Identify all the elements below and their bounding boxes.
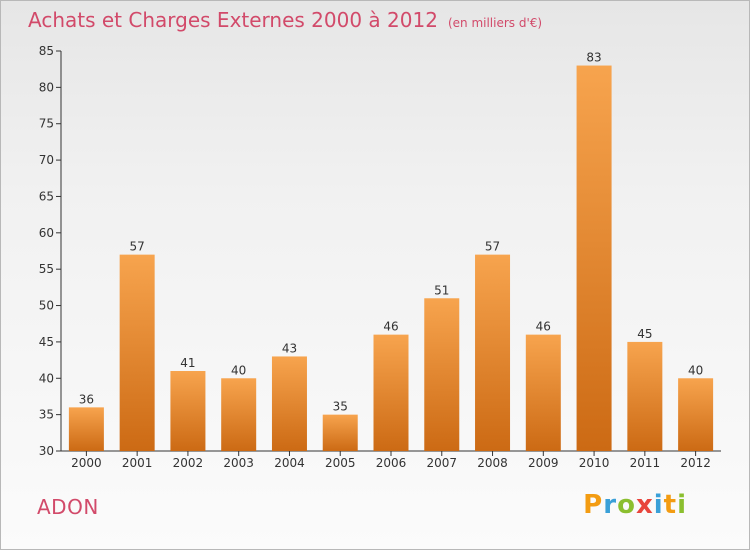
data-label-2011: 45	[637, 327, 652, 341]
data-label-2006: 46	[383, 320, 398, 334]
data-label-2007: 51	[434, 283, 449, 297]
commune-name: ADON	[37, 495, 99, 519]
logo-letter: i	[653, 490, 664, 520]
x-tick-label: 2000	[71, 456, 102, 470]
x-tick-label: 2008	[477, 456, 508, 470]
bar-2003	[221, 378, 257, 451]
bar-2008	[475, 254, 511, 451]
data-label-2000: 36	[79, 392, 94, 406]
bars-group	[68, 65, 714, 451]
data-label-2004: 43	[282, 341, 297, 355]
bar-2009	[525, 334, 561, 451]
data-label-2005: 35	[333, 400, 348, 414]
bar-2006	[373, 334, 409, 451]
x-tick-label: 2005	[325, 456, 356, 470]
x-tick-label: 2006	[376, 456, 407, 470]
bar-2007	[424, 298, 460, 451]
x-tick-label: 2007	[426, 456, 457, 470]
x-tick-label: 2012	[680, 456, 711, 470]
chart-subtitle: (en milliers d'€)	[447, 16, 543, 30]
data-label-2002: 41	[180, 356, 195, 370]
x-tick-label: 2002	[173, 456, 204, 470]
logo-letter: P	[583, 490, 604, 520]
data-labels-group: 36 57 41 40 43 35 46 51 57 46 83 45 40	[79, 51, 704, 414]
bar-2011	[627, 341, 663, 451]
data-label-2003: 40	[231, 363, 246, 377]
data-label-2001: 57	[130, 240, 145, 254]
y-axis: 30 35 40 45 50 55 60 65 70 75 80 85	[39, 44, 62, 458]
x-tick-label: 2009	[528, 456, 559, 470]
y-tick-label: 40	[39, 371, 54, 385]
y-tick-label: 75	[39, 117, 54, 131]
logo-letter: t	[663, 490, 678, 520]
y-tick-label: 50	[39, 299, 54, 313]
logo-letter: r	[603, 490, 618, 520]
logo-letter: x	[635, 490, 654, 520]
chart-title-text: Achats et Charges Externes 2000 à 2012	[28, 8, 438, 32]
data-label-2009: 46	[536, 320, 551, 334]
bar-2004	[271, 356, 307, 451]
bar-2012	[678, 378, 714, 451]
logo-letter: o	[617, 490, 636, 520]
y-tick-label: 45	[39, 335, 54, 349]
bar-2000	[68, 407, 104, 451]
data-label-2010: 83	[586, 51, 601, 65]
x-tick-label: 2011	[630, 456, 661, 470]
data-label-2012: 40	[688, 363, 703, 377]
y-tick-label: 65	[39, 189, 54, 203]
x-tick-label: 2010	[579, 456, 610, 470]
x-tick-label: 2003	[223, 456, 254, 470]
bar-2005	[322, 414, 358, 451]
y-tick-label: 85	[39, 44, 54, 58]
chart-title: Achats et Charges Externes 2000 à 2012 (e…	[28, 8, 542, 32]
y-tick-label: 55	[39, 262, 54, 276]
y-tick-label: 60	[39, 226, 54, 240]
x-tick-label: 2001	[122, 456, 153, 470]
data-label-2008: 57	[485, 240, 500, 254]
y-tick-label: 70	[39, 153, 54, 167]
y-tick-label: 35	[39, 408, 54, 422]
x-tick-label: 2004	[274, 456, 305, 470]
proxiti-logo[interactable]: Proxiti	[583, 490, 687, 520]
logo-letter: i	[677, 490, 687, 520]
bar-2001	[119, 254, 155, 451]
bar-2002	[170, 371, 206, 451]
y-tick-label: 30	[39, 444, 54, 458]
x-axis: 2000 2001 2002 2003 2004 2005 2006 2007 2008 2009…	[61, 450, 721, 470]
bar-2010	[576, 65, 612, 451]
y-tick-label: 80	[39, 80, 54, 94]
